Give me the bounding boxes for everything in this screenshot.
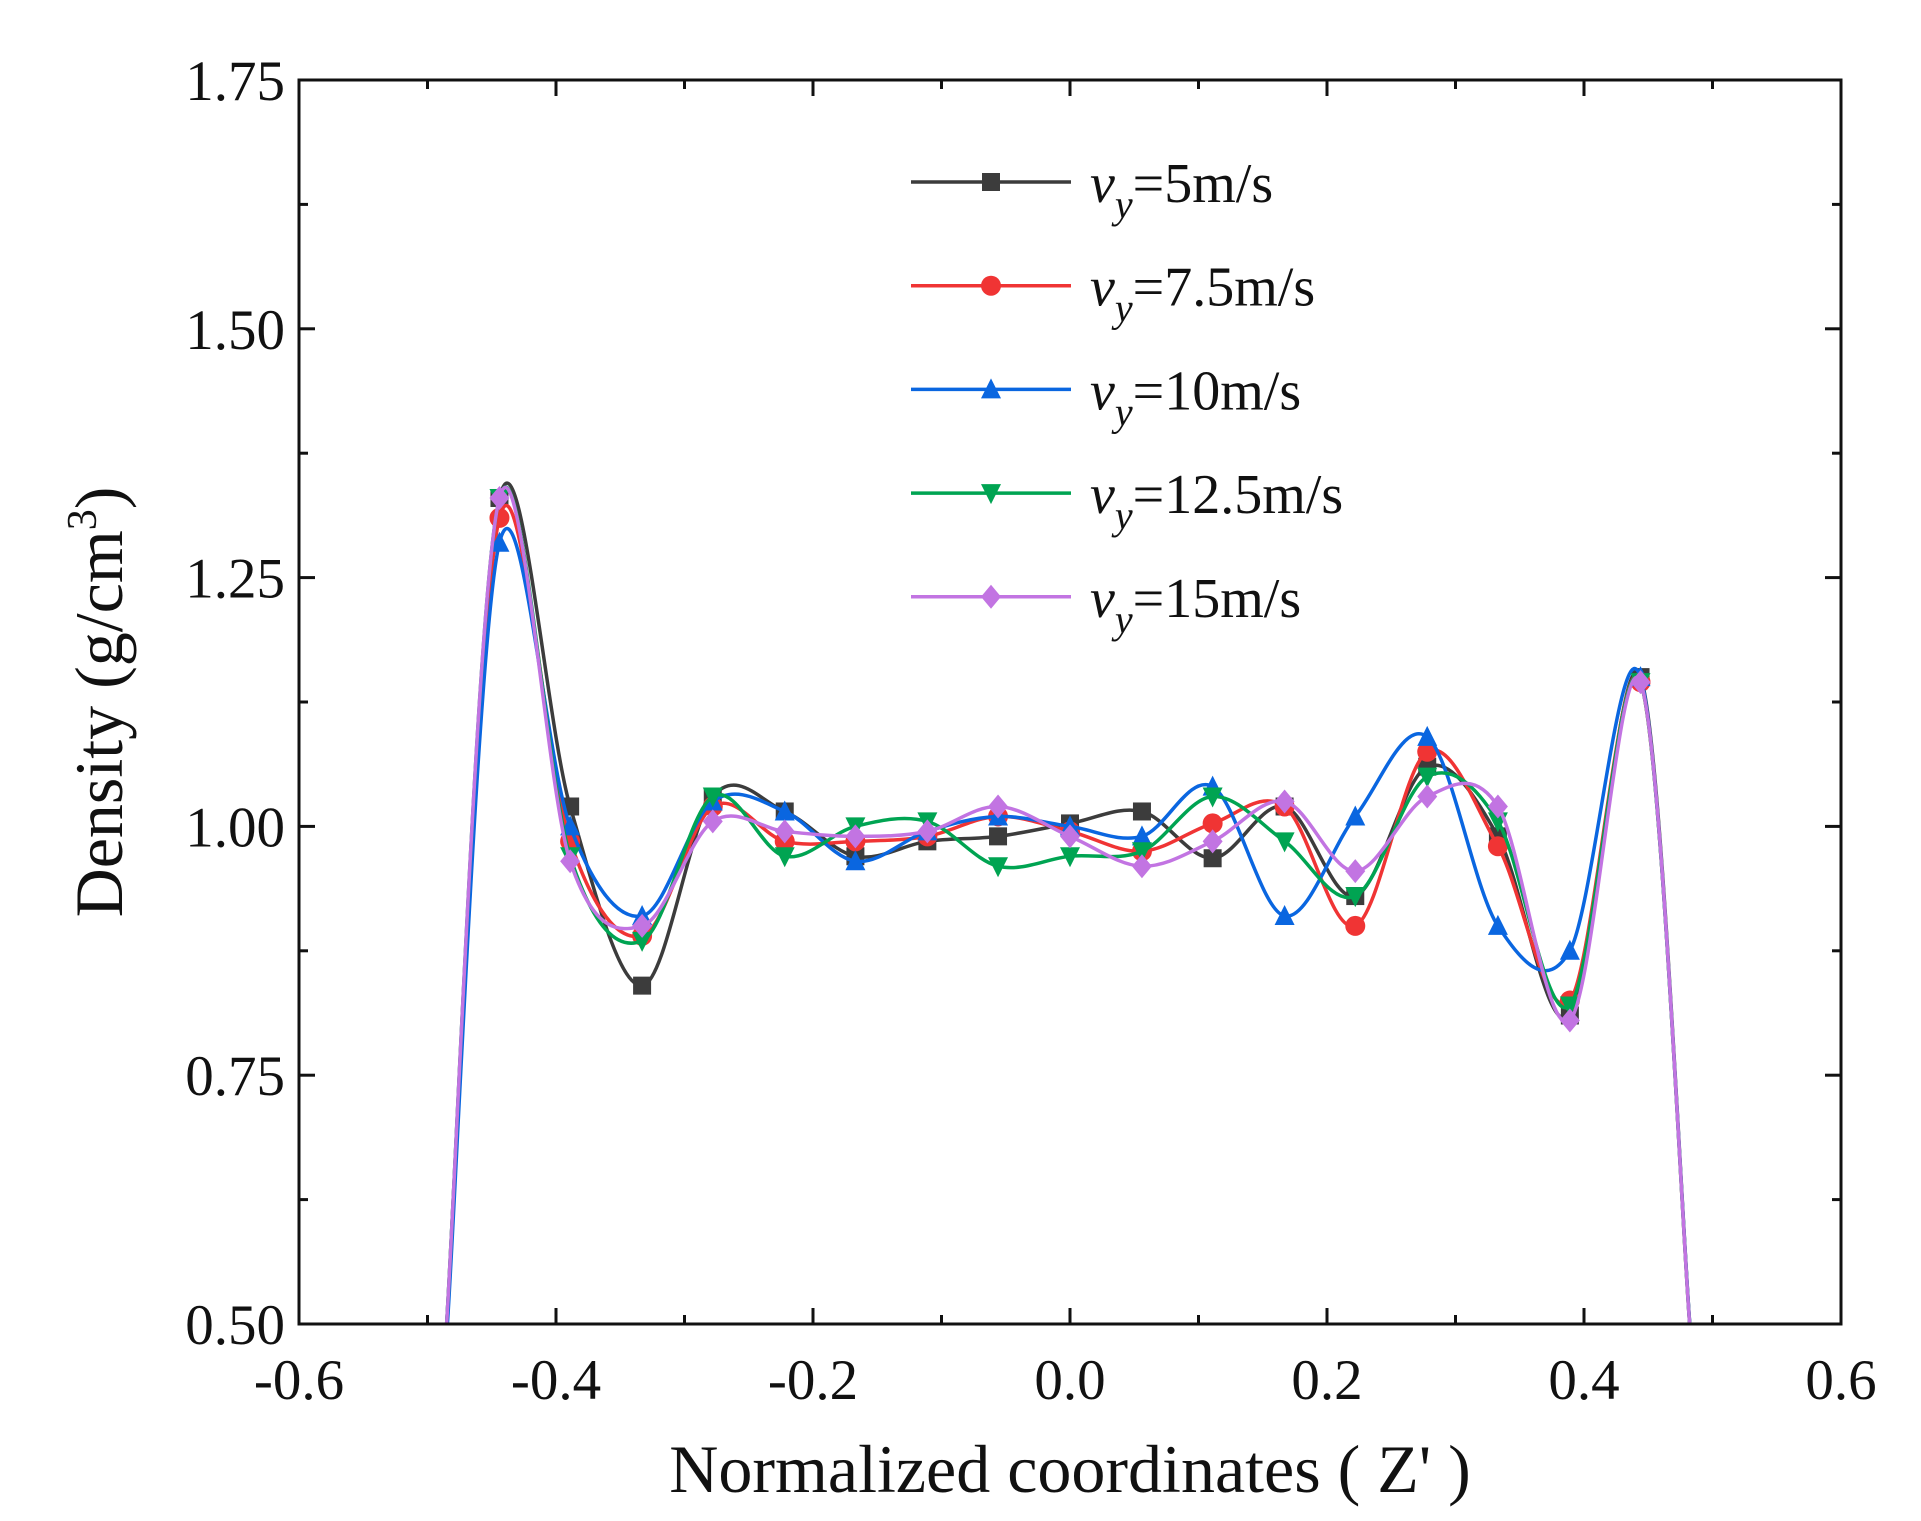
legend-marker	[981, 584, 1001, 609]
data-point	[1417, 784, 1438, 809]
data-point	[1202, 813, 1223, 834]
data-point	[560, 849, 581, 874]
data-point	[489, 507, 510, 528]
x-tick-label: 0.0	[1034, 1349, 1105, 1412]
data-point	[845, 824, 866, 849]
data-point	[1417, 741, 1438, 762]
data-point	[1131, 854, 1152, 879]
data-point	[1559, 996, 1580, 1017]
series-line	[444, 485, 1692, 1324]
legend-item: vy=12.5m/s	[911, 464, 1343, 538]
data-point	[702, 787, 723, 808]
legend-item: vy=5m/s	[911, 153, 1273, 227]
data-point	[1487, 794, 1508, 819]
y-tick-label: 0.75	[185, 1045, 285, 1108]
legend-item: vy=15m/s	[911, 568, 1301, 642]
y-tick-label: 1.75	[185, 50, 285, 113]
data-point	[1417, 767, 1438, 788]
data-point	[489, 531, 510, 552]
data-point	[1345, 859, 1366, 884]
data-point	[1060, 824, 1080, 849]
legend-label: vy=15m/s	[1090, 568, 1301, 642]
data-point	[1131, 842, 1152, 863]
data-point	[917, 819, 938, 844]
data-point	[1202, 787, 1223, 808]
legend-label: vy=7.5m/s	[1090, 257, 1315, 331]
y-tick-label: 0.50	[185, 1294, 285, 1357]
x-tick-label: -0.2	[768, 1349, 858, 1412]
series-5	[444, 481, 1692, 1324]
series-layer	[444, 481, 1692, 1324]
data-point	[1345, 805, 1366, 826]
y-tick-label: 1.00	[185, 796, 285, 859]
legend-marker	[981, 275, 1001, 296]
data-point	[1345, 915, 1366, 936]
x-axis-title: Normalized coordinates ( Z' )	[669, 1431, 1471, 1507]
legend-item: vy=10m/s	[911, 360, 1301, 434]
data-point	[632, 931, 653, 952]
legend-label: vy=12.5m/s	[1090, 464, 1343, 538]
data-point	[1559, 939, 1580, 960]
data-point	[1559, 1008, 1580, 1033]
data-point	[1630, 670, 1651, 695]
series-15	[444, 485, 1692, 1324]
data-point	[1345, 887, 1366, 908]
data-point	[1487, 836, 1508, 857]
data-point	[774, 847, 795, 868]
data-point	[1487, 914, 1508, 935]
data-point	[1203, 849, 1222, 868]
data-point	[988, 857, 1009, 878]
data-point	[1202, 829, 1223, 854]
legend-marker	[981, 378, 1001, 399]
data-point	[633, 976, 652, 995]
data-point	[774, 819, 795, 844]
series-line	[445, 527, 1692, 1324]
data-point	[988, 794, 1009, 819]
data-point	[1132, 802, 1151, 821]
x-tick-label: 0.2	[1291, 1349, 1362, 1412]
data-point	[1417, 725, 1438, 746]
plot-frame	[297, 78, 1843, 1326]
data-point	[632, 913, 653, 938]
data-point	[774, 800, 795, 821]
axis-ticks	[297, 78, 1843, 1326]
series-line	[444, 481, 1692, 1324]
legend-marker	[981, 484, 1001, 505]
legend-label: vy=5m/s	[1090, 153, 1273, 227]
legend-item: vy=7.5m/s	[911, 257, 1315, 331]
data-point	[1274, 789, 1295, 814]
data-point	[845, 850, 866, 871]
data-point	[1274, 832, 1295, 853]
data-point	[989, 827, 1008, 846]
data-point	[1060, 847, 1080, 868]
tick-labels: -0.6 -0.4 -0.2 0.0 0.2 0.4 0.6 0.50 0.75 1.00 1.25…	[185, 50, 1876, 1412]
series-line	[444, 485, 1692, 1324]
legend-label: vy=10m/s	[1090, 360, 1301, 434]
series-12.5	[444, 485, 1692, 1324]
x-tick-label: -0.6	[254, 1349, 344, 1412]
data-point	[702, 809, 723, 834]
x-tick-label: -0.4	[511, 1349, 601, 1412]
x-tick-label: 0.4	[1548, 1349, 1619, 1412]
y-axis-title: Density (g/cm3)	[60, 487, 137, 918]
legend-marker	[982, 173, 1000, 191]
y-tick-label: 1.50	[185, 299, 285, 362]
x-tick-label: 0.6	[1805, 1349, 1876, 1412]
data-point	[1274, 904, 1295, 925]
legend: vy=5m/s vy=7.5m/s vy=10m/s vy=12.5m/s vy=15m…	[911, 153, 1343, 642]
data-point	[1131, 825, 1152, 846]
data-point	[489, 485, 510, 510]
y-tick-label: 1.25	[185, 548, 285, 611]
